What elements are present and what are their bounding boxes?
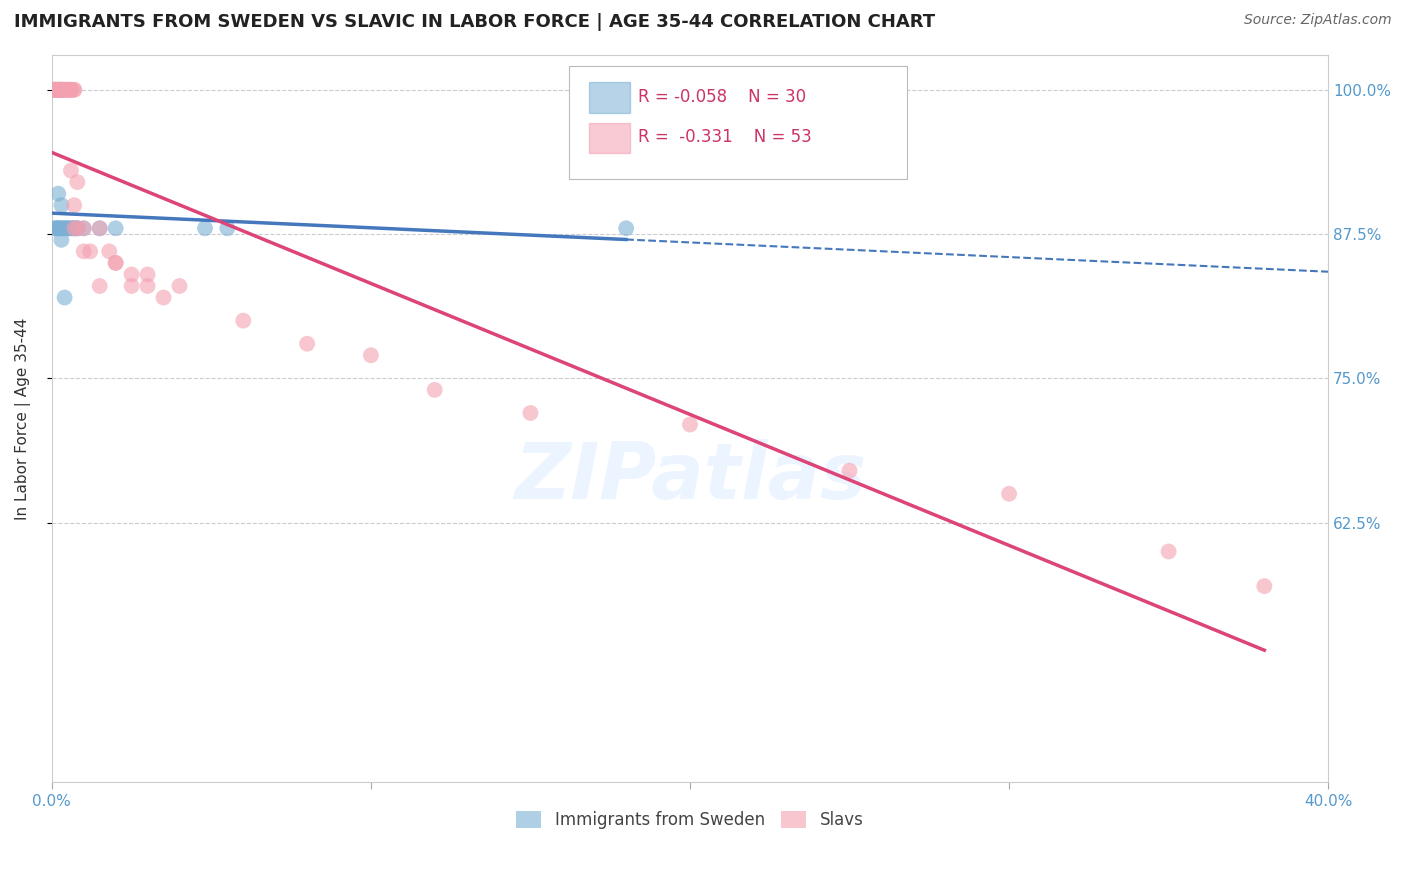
Point [51,83,73,97]
Point [53,83,76,97]
Text: ZIPatlas: ZIPatlas [513,439,866,515]
Point [46,221,69,235]
Point [63,83,86,97]
Point [73,244,96,259]
Point [66,221,89,235]
Point [51,221,73,235]
Point [53,221,76,235]
FancyBboxPatch shape [589,82,630,112]
Point [614,221,637,235]
Point [679,417,702,432]
Point [59,83,82,97]
Point [217,221,239,235]
Text: R =  -0.331    N = 53: R = -0.331 N = 53 [638,128,811,146]
Point [44,83,66,97]
Point [56,221,79,235]
Point [44,221,66,235]
Point [194,221,217,235]
Point [63,221,86,235]
Point [46,83,69,97]
Point [152,291,174,305]
Legend: Immigrants from Sweden, Slavs: Immigrants from Sweden, Slavs [509,805,870,836]
Point [56,83,79,97]
Point [46,83,69,97]
Y-axis label: In Labor Force | Age 35-44: In Labor Force | Age 35-44 [15,318,31,520]
Text: IMMIGRANTS FROM SWEDEN VS SLAVIC IN LABOR FORCE | AGE 35-44 CORRELATION CHART: IMMIGRANTS FROM SWEDEN VS SLAVIC IN LABO… [14,13,935,31]
Point [51,198,73,212]
Point [53,221,76,235]
Point [59,221,82,235]
Point [51,83,73,97]
Point [59,163,82,178]
Point [89,221,111,235]
Point [104,256,127,270]
Point [51,83,73,97]
Point [519,406,541,420]
Point [46,221,69,235]
Point [44,83,66,97]
Point [360,348,382,362]
Point [59,83,82,97]
Point [1253,579,1275,593]
Point [136,268,159,282]
Text: Source: ZipAtlas.com: Source: ZipAtlas.com [1244,13,1392,28]
Point [121,268,143,282]
Point [53,291,76,305]
Point [89,221,111,235]
Point [63,221,86,235]
Point [56,221,79,235]
Point [59,221,82,235]
Point [838,464,860,478]
Text: R = -0.058    N = 30: R = -0.058 N = 30 [638,87,806,105]
Point [423,383,446,397]
Point [46,83,69,97]
Point [998,487,1021,501]
Point [59,83,82,97]
Point [56,83,79,97]
Point [104,256,127,270]
Point [104,221,127,235]
Point [121,279,143,293]
Point [66,221,89,235]
Point [232,313,254,327]
FancyBboxPatch shape [589,123,630,153]
Point [46,83,69,97]
Point [73,221,96,235]
Point [44,83,66,97]
Point [169,279,191,293]
Point [46,186,69,201]
Point [136,279,159,293]
Point [66,175,89,189]
Point [63,221,86,235]
Point [51,233,73,247]
Point [98,244,121,259]
Point [66,221,89,235]
Point [53,83,76,97]
FancyBboxPatch shape [569,66,907,178]
Point [46,221,69,235]
Point [1157,544,1180,558]
Point [51,83,73,97]
Point [63,198,86,212]
Point [63,83,86,97]
Point [51,83,73,97]
Point [56,83,79,97]
Point [46,83,69,97]
Point [89,279,111,293]
Point [73,221,96,235]
Point [79,244,101,259]
Point [44,221,66,235]
Point [295,336,318,351]
Point [44,83,66,97]
Point [44,83,66,97]
Point [46,83,69,97]
Point [53,83,76,97]
Point [51,221,73,235]
